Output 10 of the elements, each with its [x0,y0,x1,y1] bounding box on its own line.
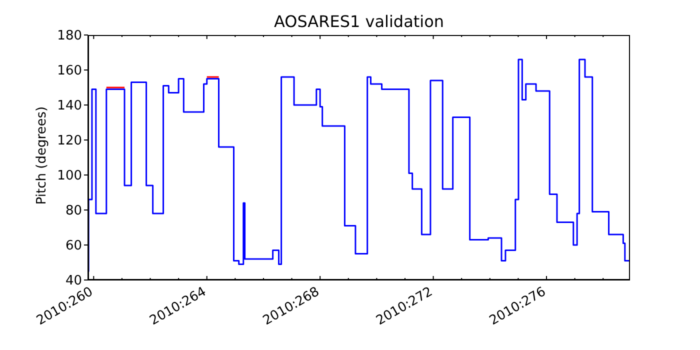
y-axis-title: Pitch (degrees) [34,105,50,207]
y-tick-label: 40 [65,274,82,289]
y-tick-label: 60 [65,238,82,254]
y-tick-label: 120 [57,134,82,149]
y-tick-label: 160 [57,64,82,79]
y-tick-label: 140 [57,98,82,114]
y-tick-label: 100 [57,168,82,184]
y-tick-label: 180 [57,28,82,44]
chart-title: AOSARES1 validation [272,12,446,31]
y-tick-label: 80 [65,204,82,219]
